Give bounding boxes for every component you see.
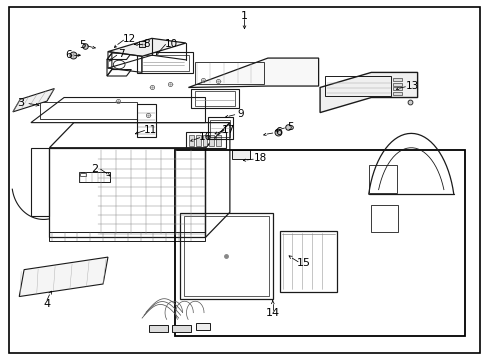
Bar	[368, 165, 396, 193]
Bar	[370, 205, 397, 232]
Bar	[392, 87, 401, 90]
Bar	[216, 135, 221, 145]
Text: 18: 18	[253, 153, 266, 163]
Bar	[194, 62, 264, 84]
Bar	[207, 117, 233, 139]
Text: 5: 5	[287, 122, 294, 132]
Bar	[392, 92, 401, 95]
Bar	[392, 78, 401, 81]
Bar	[195, 135, 200, 145]
Text: 9: 9	[237, 109, 244, 119]
Text: 12: 12	[123, 34, 136, 44]
Bar	[149, 324, 167, 332]
Polygon shape	[13, 89, 54, 112]
Text: 2: 2	[91, 163, 98, 174]
Bar	[80, 173, 86, 176]
Text: 6: 6	[65, 50, 72, 60]
Bar	[325, 76, 390, 96]
Bar	[210, 120, 229, 137]
Text: 14: 14	[265, 309, 279, 318]
Bar	[195, 323, 210, 330]
Bar	[231, 150, 250, 159]
Bar	[188, 135, 193, 145]
Polygon shape	[188, 58, 318, 87]
Bar	[202, 135, 207, 145]
Text: 3: 3	[18, 98, 24, 108]
Bar	[137, 104, 156, 137]
Bar	[183, 216, 268, 296]
Text: 5: 5	[79, 40, 86, 50]
Bar	[172, 324, 190, 332]
Text: 8: 8	[143, 40, 150, 49]
Text: 13: 13	[405, 81, 419, 91]
Text: 7: 7	[118, 49, 124, 59]
Polygon shape	[320, 72, 417, 113]
Text: 6: 6	[275, 127, 282, 137]
Bar	[40, 102, 137, 119]
Text: 1: 1	[241, 11, 247, 21]
Bar	[392, 83, 401, 86]
Bar	[279, 231, 336, 292]
Text: 4: 4	[43, 299, 50, 309]
Polygon shape	[19, 257, 108, 297]
Text: 11: 11	[144, 125, 157, 135]
Bar	[141, 55, 188, 71]
Text: 16: 16	[199, 132, 212, 142]
Bar	[185, 132, 225, 148]
Bar	[180, 213, 272, 299]
Text: 17: 17	[222, 125, 235, 135]
Bar	[49, 232, 205, 241]
Text: 10: 10	[164, 39, 178, 49]
Bar	[190, 89, 238, 108]
Polygon shape	[108, 39, 185, 56]
Text: 15: 15	[296, 258, 310, 268]
Bar	[137, 52, 193, 73]
Bar	[175, 149, 465, 336]
Bar	[194, 91, 234, 106]
Bar	[79, 172, 110, 182]
Bar	[209, 135, 214, 145]
